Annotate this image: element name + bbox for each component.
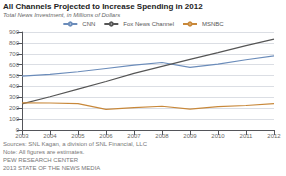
svg-text:2003: 2003 bbox=[15, 133, 29, 139]
svg-text:Total News Investment, in Mill: Total News Investment, in Millions of Do… bbox=[3, 12, 120, 18]
svg-text:2010: 2010 bbox=[211, 133, 225, 139]
svg-text:200: 200 bbox=[9, 105, 20, 111]
svg-text:800: 800 bbox=[9, 40, 20, 46]
svg-text:2012: 2012 bbox=[267, 133, 281, 139]
svg-text:2005: 2005 bbox=[71, 133, 85, 139]
svg-text:2009: 2009 bbox=[183, 133, 197, 139]
svg-text:All Channels Projected to Incr: All Channels Projected to Increase Spend… bbox=[3, 2, 203, 11]
svg-text:400: 400 bbox=[9, 83, 20, 89]
svg-text:Fox News Channel: Fox News Channel bbox=[123, 21, 174, 27]
svg-text:100: 100 bbox=[9, 116, 20, 122]
svg-text:2011: 2011 bbox=[240, 133, 254, 139]
svg-text:300: 300 bbox=[9, 94, 20, 100]
svg-text:2006: 2006 bbox=[99, 133, 113, 139]
svg-text:700: 700 bbox=[9, 51, 20, 57]
svg-text:2004: 2004 bbox=[43, 133, 57, 139]
svg-text:0: 0 bbox=[15, 127, 19, 133]
svg-text:600: 600 bbox=[9, 62, 20, 68]
svg-text:900: 900 bbox=[9, 29, 20, 35]
svg-text:Sources: SNL Kagan, a division: Sources: SNL Kagan, a division of SNL Fi… bbox=[3, 141, 148, 147]
svg-text:500: 500 bbox=[9, 73, 20, 79]
svg-text:2013 STATE OF THE NEWS MEDIA: 2013 STATE OF THE NEWS MEDIA bbox=[3, 165, 100, 171]
svg-text:CNN: CNN bbox=[82, 21, 95, 27]
svg-text:2008: 2008 bbox=[155, 133, 169, 139]
svg-text:Note: All figures are estimate: Note: All figures are estimates. bbox=[3, 149, 85, 155]
svg-text:2007: 2007 bbox=[127, 133, 141, 139]
svg-text:PEW RESEARCH CENTER: PEW RESEARCH CENTER bbox=[3, 157, 79, 163]
svg-text:MSNBC: MSNBC bbox=[202, 21, 224, 27]
